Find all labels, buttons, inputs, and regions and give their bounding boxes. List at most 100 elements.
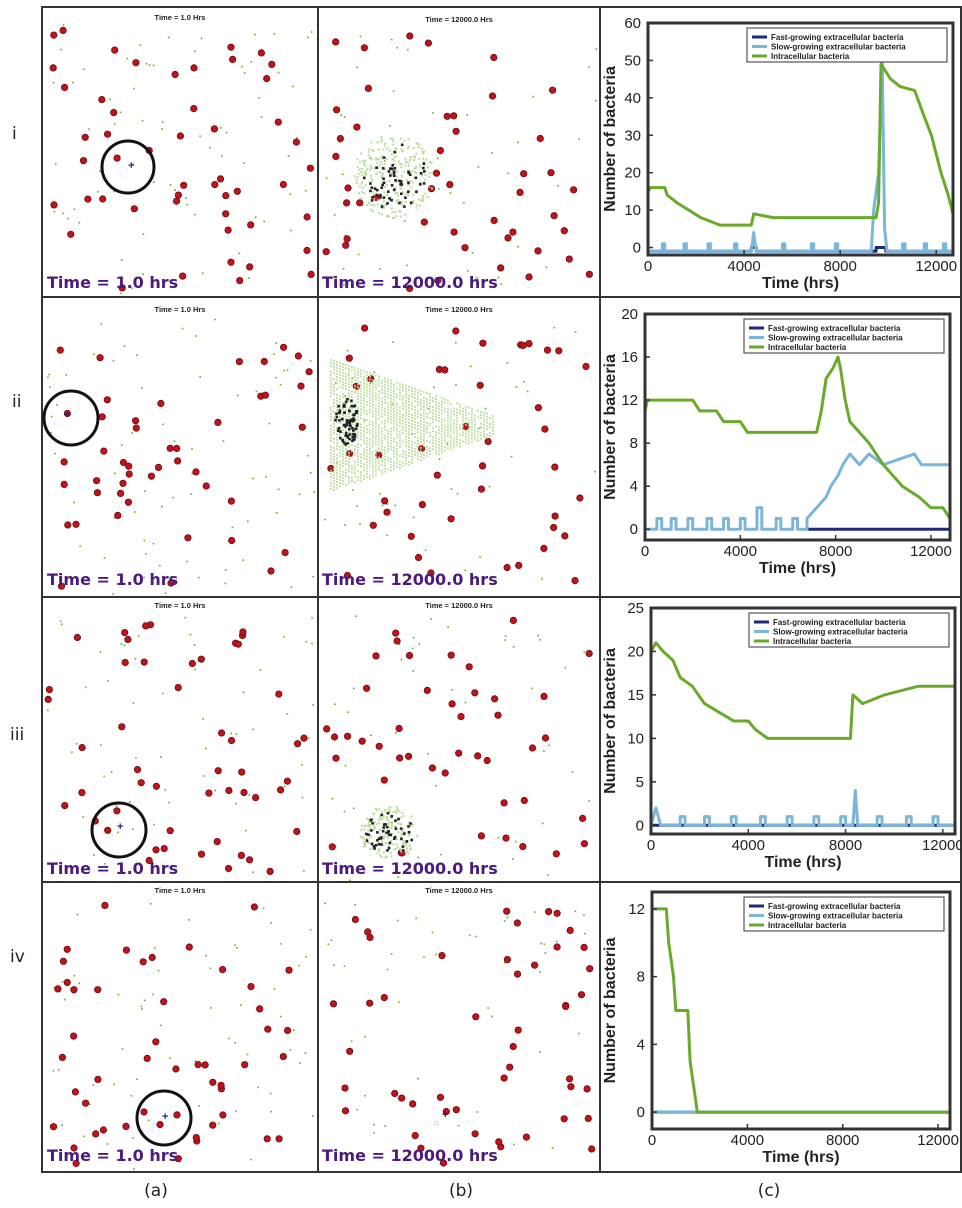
macrophage-icon: [137, 779, 145, 787]
bacteria-cluster: + ◌: [152, 1111, 168, 1130]
lesion-dot: [415, 206, 418, 209]
lesion-dot: [370, 847, 373, 850]
lesion-dot: [417, 401, 419, 403]
chemokine-dot: [386, 534, 388, 536]
macrophage-icon: [439, 1159, 448, 1167]
lesion-dot: [360, 429, 362, 432]
lesion-dot: [399, 415, 401, 418]
bacterium-dot: [339, 430, 342, 433]
bacterium-dot: [404, 196, 407, 199]
chemokine-dot: [214, 789, 216, 792]
macrophage-icon: [104, 130, 112, 138]
lesion-dot: [375, 422, 377, 425]
lesion-dot: [360, 369, 362, 372]
lesion-dot: [415, 142, 418, 145]
macrophage-icon: [551, 512, 559, 520]
macrophage-icon: [447, 651, 455, 659]
lesion-dot: [408, 407, 410, 409]
lesion-dot: [417, 437, 419, 439]
chemokine-dot: [61, 981, 64, 983]
lesion-dot: [390, 827, 393, 830]
chemokine-dot: [53, 986, 56, 989]
bacterium-dot: [370, 842, 374, 846]
macrophage-icon: [405, 651, 414, 660]
bacterium-dot: [392, 170, 396, 173]
highlight-circle: [135, 1089, 193, 1147]
macrophage-icon: [60, 480, 68, 488]
lesion-dot: [408, 461, 410, 463]
chemokine-dot: [283, 636, 285, 638]
chemokine-dot: [290, 586, 293, 588]
lesion-dot: [480, 410, 482, 413]
lesion-dot: [375, 809, 378, 812]
lesion-dot: [399, 439, 401, 442]
chemokine-dot: [412, 647, 414, 650]
lesion-dot: [405, 438, 407, 441]
lesion-dot: [384, 419, 386, 422]
lesion-dot: [371, 818, 374, 820]
chemokine-dot: [346, 349, 349, 352]
lesion-dot: [407, 137, 410, 140]
lesion-dot: [342, 393, 344, 395]
lesion-dot: [465, 420, 467, 423]
chemokine-dot: [99, 170, 101, 172]
lesion-dot: [348, 479, 350, 481]
lesion-dot: [474, 438, 476, 441]
lesion-dot: [387, 438, 389, 441]
lesion-dot: [405, 161, 408, 163]
macrophage-icon: [117, 489, 125, 497]
bacterium-dot: [369, 182, 372, 185]
lesion-dot: [387, 384, 389, 387]
lesion-dot: [360, 402, 362, 405]
lesion-dot: [402, 386, 404, 389]
lesion-dot: [396, 402, 398, 405]
lesion-dot: [432, 409, 434, 412]
lesion-dot: [360, 453, 362, 456]
lesion-dot: [375, 455, 377, 458]
lesion-dot: [378, 212, 381, 215]
lesion-dot: [387, 447, 389, 450]
time-label: Time = 1.0 hrs: [47, 570, 178, 589]
lesion-dot: [330, 374, 332, 376]
bacterium-dot: [342, 423, 346, 427]
lesion-dot: [339, 371, 341, 373]
bacterium-dot: [335, 415, 339, 419]
chemokine-dot: [506, 362, 509, 364]
lesion-dot: [399, 406, 401, 409]
lesion-dot: [429, 411, 431, 413]
series-line-1: [645, 452, 950, 531]
lesion-dot: [357, 458, 359, 461]
macrophage-icon: [152, 1038, 160, 1046]
lesion-dot: [422, 152, 425, 155]
lesion-dot: [369, 378, 371, 381]
lesion-dot: [396, 435, 398, 438]
lesion-dot: [397, 198, 400, 201]
lesion-dot: [336, 463, 338, 465]
lesion-dot: [333, 423, 335, 425]
lesion-dot: [397, 160, 400, 163]
lesion-dot: [354, 376, 356, 379]
lesion-dot: [396, 417, 398, 420]
lesion-dot: [421, 195, 424, 197]
lesion-dot: [395, 806, 398, 809]
chemokine-dot: [268, 422, 271, 425]
lesion-dot: [438, 447, 440, 450]
lesion-dot: [447, 399, 449, 402]
lesion-dot: [390, 409, 392, 412]
bacterium-slow-icon: ◌: [54, 418, 59, 428]
chemokine-dot: [252, 477, 254, 480]
chemokine-dot: [113, 1083, 115, 1086]
lesion-dot: [354, 175, 357, 178]
lesion-dot: [357, 386, 359, 389]
lesion-dot: [465, 429, 467, 432]
lesion-dot: [381, 157, 384, 160]
lesion-dot: [423, 433, 425, 435]
lesion-dot: [411, 393, 413, 395]
lesion-dot: [417, 404, 419, 406]
chemokine-dot: [252, 871, 254, 873]
chemokine-dot: [403, 220, 406, 222]
bacterium-dot: [399, 827, 403, 830]
lesion-dot: [357, 446, 359, 449]
lesion-dot: [420, 420, 422, 422]
macrophage-icon: [585, 649, 593, 658]
